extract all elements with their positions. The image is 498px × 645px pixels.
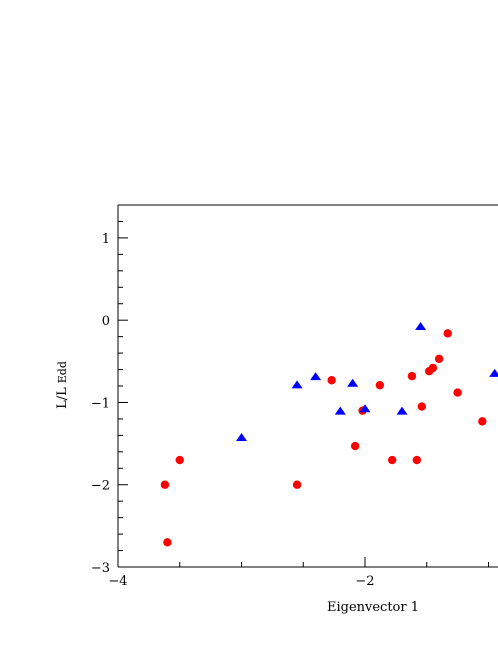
y-axis-label: L/L Edd — [55, 361, 70, 409]
y-tick-label: −2 — [91, 479, 110, 494]
data-point-triangle — [415, 321, 427, 330]
data-point-triangle — [334, 406, 346, 415]
data-point-circle — [387, 455, 397, 465]
data-point-circle — [412, 455, 422, 465]
data-point-triangle — [359, 404, 371, 413]
data-point-circle — [160, 480, 170, 489]
tick-labels: −4 −2 1 0 −1 −2 −3 — [91, 232, 375, 589]
x-axis-label: Eigenvector 1 — [327, 600, 419, 615]
data-point-triangle — [291, 380, 303, 389]
data-point-circle — [175, 455, 184, 465]
data-point-circle — [434, 354, 444, 364]
data-point-triangle — [489, 368, 498, 377]
series-circles — [160, 329, 487, 547]
data-point-circle — [443, 329, 452, 338]
axis-ticks — [117, 204, 489, 568]
y-tick-label: −3 — [91, 561, 110, 576]
data-point-circle — [327, 376, 336, 385]
data-point-circle — [407, 371, 417, 381]
data-point-circle — [350, 441, 360, 451]
data-point-triangle — [396, 406, 408, 415]
data-point-triangle — [236, 433, 247, 442]
svg-text:L/LEdd: L/L Edd — [55, 361, 70, 409]
data-point-circle — [478, 417, 487, 426]
data-point-triangle — [310, 372, 322, 381]
data-point-circle — [417, 402, 427, 411]
plot-frame — [117, 204, 498, 568]
y-axis-label-sub: Edd — [56, 361, 69, 383]
y-tick-label: 0 — [102, 314, 110, 329]
x-tick-label: −2 — [355, 574, 374, 589]
x-tick-label: −4 — [108, 574, 127, 589]
series-triangles — [236, 321, 498, 442]
y-tick-label: 1 — [102, 232, 110, 247]
data-point-circle — [428, 363, 438, 373]
data-point-triangle — [347, 378, 359, 387]
data-point-circle — [292, 480, 302, 489]
data-point-circle — [375, 380, 385, 390]
data-point-circle — [163, 538, 172, 547]
data-point-circle — [453, 388, 462, 397]
y-axis-label-main: L/L — [55, 387, 70, 409]
y-tick-label: −1 — [91, 396, 110, 411]
